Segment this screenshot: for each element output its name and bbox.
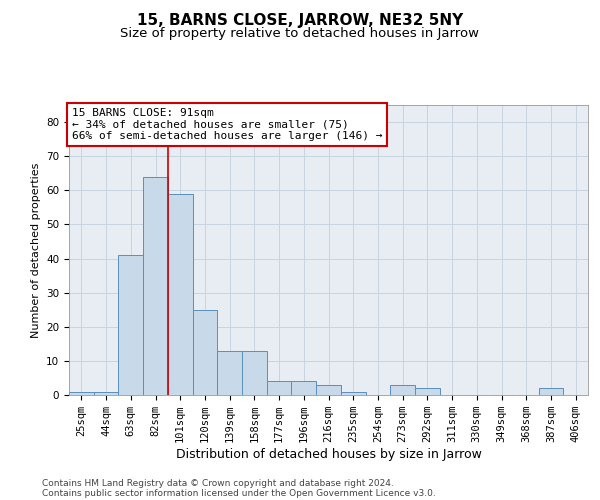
Y-axis label: Number of detached properties: Number of detached properties — [31, 162, 41, 338]
Bar — [168, 194, 193, 395]
Bar — [292, 382, 316, 395]
Text: Contains public sector information licensed under the Open Government Licence v3: Contains public sector information licen… — [42, 488, 436, 498]
Text: 15 BARNS CLOSE: 91sqm
← 34% of detached houses are smaller (75)
66% of semi-deta: 15 BARNS CLOSE: 91sqm ← 34% of detached … — [71, 108, 382, 141]
Text: Size of property relative to detached houses in Jarrow: Size of property relative to detached ho… — [121, 28, 479, 40]
Bar — [94, 392, 118, 395]
Text: Contains HM Land Registry data © Crown copyright and database right 2024.: Contains HM Land Registry data © Crown c… — [42, 478, 394, 488]
X-axis label: Distribution of detached houses by size in Jarrow: Distribution of detached houses by size … — [176, 448, 481, 461]
Bar — [341, 392, 365, 395]
Bar — [267, 382, 292, 395]
Bar — [390, 385, 415, 395]
Bar — [415, 388, 440, 395]
Bar — [69, 392, 94, 395]
Bar — [242, 350, 267, 395]
Bar — [143, 176, 168, 395]
Bar — [118, 255, 143, 395]
Bar — [193, 310, 217, 395]
Bar — [316, 385, 341, 395]
Bar — [539, 388, 563, 395]
Bar — [217, 350, 242, 395]
Text: 15, BARNS CLOSE, JARROW, NE32 5NY: 15, BARNS CLOSE, JARROW, NE32 5NY — [137, 12, 463, 28]
